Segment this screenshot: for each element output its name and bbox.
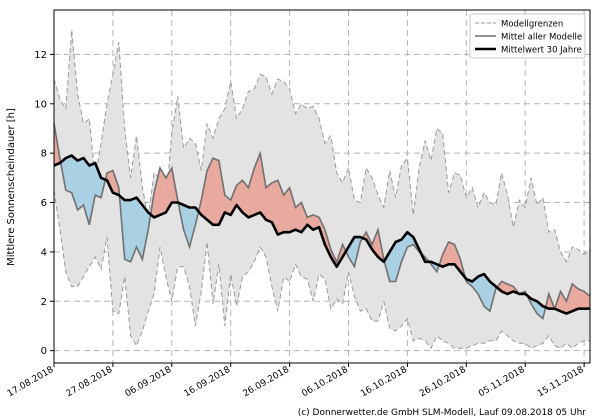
- legend-label: Modellgrenzen: [501, 20, 563, 30]
- copyright-credit: (c) Donnerwetter.de GmbH SLM-Modell, Lau…: [297, 408, 586, 418]
- y-axis: 0 2 4 6 8 10 12: [34, 50, 54, 357]
- envelope-area: [54, 29, 590, 349]
- difference-segment: [124, 199, 131, 263]
- x-tick-label: 16.09.2018: [183, 365, 233, 400]
- legend-box: [469, 13, 586, 59]
- difference-segment: [448, 241, 455, 265]
- model-envelope: [53, 29, 591, 350]
- x-tick-label: 15.11.2018: [536, 365, 586, 400]
- x-tick-label: 26.09.2018: [241, 365, 291, 400]
- climatology-line: [53, 154, 590, 315]
- y-tick-label: 10: [34, 99, 47, 110]
- difference-segment: [77, 157, 84, 211]
- y-tick-label: 12: [34, 50, 47, 61]
- y-tick-label: 6: [41, 198, 47, 209]
- y-axis-label: Mittlere Sonnenscheindauer [h]: [6, 108, 17, 266]
- difference-segment: [265, 182, 273, 223]
- difference-segment: [212, 157, 220, 225]
- plot-frame: [53, 9, 591, 364]
- legend: Modellgrenzen Mittel aller Modelle Mittelw…: [469, 13, 586, 59]
- legend-label: Mittelwert 30 Jahre: [501, 46, 582, 56]
- x-tick-label: 16.10.2018: [359, 365, 409, 400]
- y-tick-label: 0: [41, 346, 47, 357]
- series-lines: [53, 123, 591, 321]
- x-tick-label: 27.08.2018: [65, 365, 115, 400]
- envelope-upper-line: [53, 29, 591, 263]
- y-tick-label: 4: [41, 247, 47, 258]
- difference-segment: [65, 155, 72, 193]
- plot-area: [53, 9, 591, 364]
- envelope-lower-line: [53, 190, 590, 350]
- y-tick-label: 2: [41, 297, 47, 308]
- x-tick-label: 26.10.2018: [418, 365, 468, 400]
- x-tick-label: 17.08.2018: [6, 365, 56, 400]
- x-tick-label: 06.09.2018: [124, 365, 174, 400]
- legend-label: Mittel aller Modelle: [501, 33, 582, 43]
- x-tick-label: 06.10.2018: [300, 365, 350, 400]
- y-tick-label: 8: [41, 149, 47, 160]
- x-axis: 17.08.2018 27.08.2018 06.09.2018 16.09.2018…: [6, 363, 586, 399]
- x-tick-label: 05.11.2018: [477, 365, 527, 400]
- ensemble-mean-line: [53, 123, 591, 321]
